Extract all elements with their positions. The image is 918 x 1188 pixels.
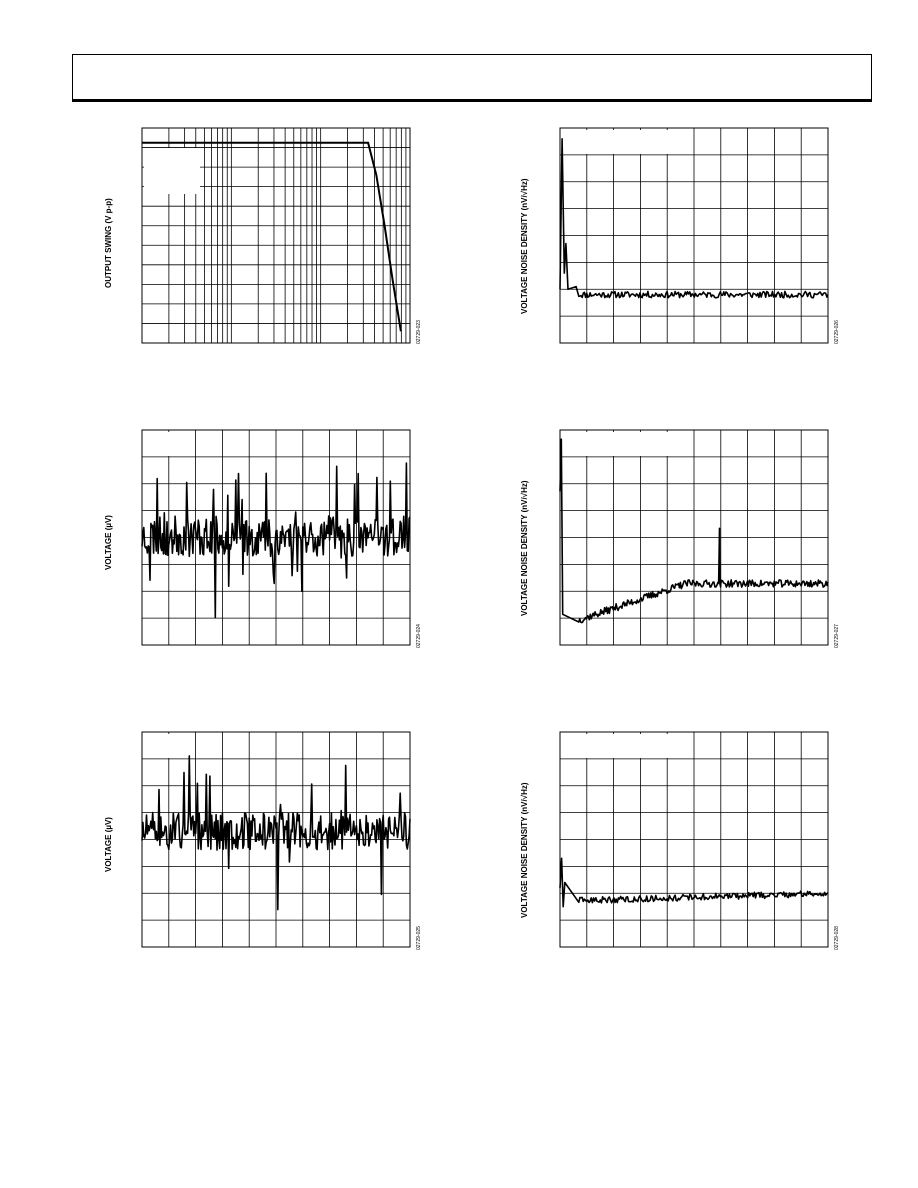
series-line	[559, 438, 829, 624]
annotation-box	[562, 130, 684, 154]
series-line	[559, 857, 829, 908]
annotation-box	[144, 148, 200, 194]
chart-voltage-1-figure-id: 02729-024	[416, 624, 422, 648]
annotation-box	[144, 432, 172, 456]
chart-noise-density-2-figure-id: 02729-027	[834, 624, 840, 648]
chart-noise-density-3: VOLTAGE NOISE DENSITY (nV/√Hz) 02729-028	[518, 731, 848, 982]
chart-noise-density-2: VOLTAGE NOISE DENSITY (nV/√Hz) 02729-027	[518, 429, 848, 680]
chart-voltage-1-plot	[141, 429, 411, 646]
chart-voltage-1: VOLTAGE (µV) 02729-024	[100, 429, 430, 680]
chart-voltage-2-plot	[141, 731, 411, 948]
series-line	[141, 755, 411, 911]
chart-output-swing-plot	[141, 127, 411, 344]
series-line	[141, 462, 411, 619]
chart-voltage-2-figure-id: 02729-025	[416, 926, 422, 950]
annotation-box	[144, 734, 172, 758]
plot-frame	[141, 127, 411, 344]
chart-output-swing-figure-id: 02729-023	[416, 320, 422, 344]
annotation-box	[562, 432, 688, 456]
chart-voltage-2: VOLTAGE (µV) 02729-025	[100, 731, 430, 982]
chart-noise-density-1-figure-id: 02729-026	[834, 320, 840, 344]
series-line	[142, 141, 402, 332]
page-header-box	[72, 54, 872, 102]
chart-noise-density-2-plot	[559, 429, 829, 646]
annotation-box	[562, 734, 684, 758]
chart-noise-density-1-plot	[559, 127, 829, 344]
chart-noise-density-1: VOLTAGE NOISE DENSITY (nV/√Hz) 02729-026	[518, 127, 848, 378]
chart-noise-density-3-figure-id: 02729-028	[834, 926, 840, 950]
series-line	[559, 138, 829, 299]
chart-output-swing: OUTPUT SWING (V p-p) 02729-023	[100, 127, 430, 378]
chart-noise-density-3-plot	[559, 731, 829, 948]
